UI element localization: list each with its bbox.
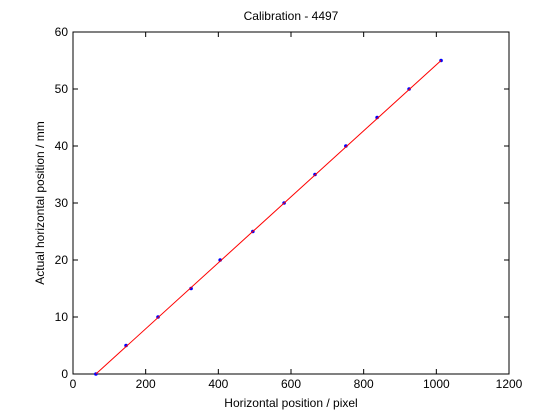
data-point: [189, 286, 193, 291]
x-tick-label: 400: [208, 377, 228, 391]
y-tick-label: 30: [55, 196, 69, 210]
fit-line: [95, 60, 442, 375]
y-tick-label: 20: [55, 253, 69, 267]
x-axis-label: Horizontal position / pixel: [224, 396, 357, 410]
chart-title: Calibration - 4497: [244, 9, 339, 23]
x-tick-label: 600: [281, 377, 301, 391]
x-tick-label: 800: [354, 377, 374, 391]
y-tick-label: 40: [55, 139, 69, 153]
plot-area: [72, 31, 510, 375]
x-tick-label: 1200: [496, 377, 523, 391]
y-tick-label: 10: [55, 310, 69, 324]
x-tick-label: 0: [70, 377, 77, 391]
y-tick-label: 0: [61, 367, 68, 381]
y-tick-label: 50: [55, 82, 69, 96]
x-tick-label: 200: [136, 377, 156, 391]
y-tick-label: 60: [55, 25, 69, 39]
x-tick-label: 1000: [423, 377, 450, 391]
y-axis-label: Actual horizontal position / mm: [33, 121, 47, 284]
data-point: [344, 144, 348, 148]
